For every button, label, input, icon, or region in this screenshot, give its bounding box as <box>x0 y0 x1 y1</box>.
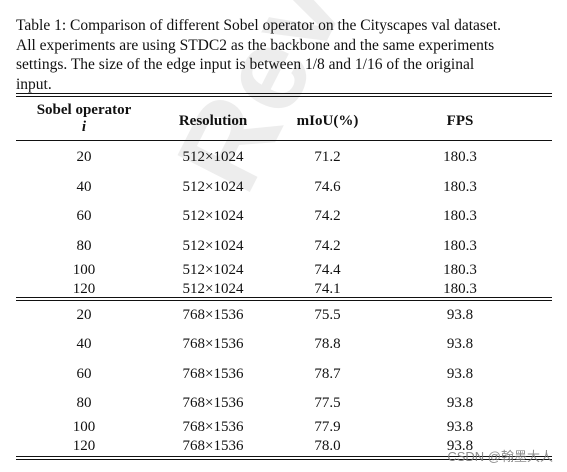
cell-fps: 180.3 <box>443 208 477 224</box>
cell-resolution: 512×1024 <box>182 238 244 254</box>
header-rule <box>16 140 552 141</box>
cell-sobel: 40 <box>76 336 92 352</box>
bottom-rule <box>16 456 552 458</box>
cell-fps: 93.8 <box>446 336 474 352</box>
cell-resolution: 512×1024 <box>182 179 244 195</box>
cell-sobel: 80 <box>76 238 92 254</box>
cell-sobel: 100 <box>72 262 96 278</box>
csdn-watermark: CSDN @翰墨大人 <box>447 449 553 464</box>
cell-resolution: 512×1024 <box>182 149 244 165</box>
top-rule <box>16 93 552 95</box>
cell-miou: 77.5 <box>314 395 341 411</box>
header-sobel-symbol: i <box>81 119 87 135</box>
cell-miou: 74.4 <box>314 262 341 278</box>
cell-miou: 75.5 <box>314 307 341 323</box>
bottom-rule-2 <box>16 459 552 461</box>
cell-resolution: 768×1536 <box>182 395 244 411</box>
cell-resolution: 768×1536 <box>182 438 244 454</box>
cell-fps: 180.3 <box>443 179 477 195</box>
header-fps: FPS <box>446 113 474 129</box>
caption-line: Table 1: Comparison of different Sobel o… <box>16 17 502 34</box>
caption-line: All experiments are using STDC2 as the b… <box>16 36 495 54</box>
cell-fps: 93.8 <box>446 366 474 382</box>
cell-miou: 74.6 <box>314 179 341 195</box>
table-caption: Table 1: Comparison of different Sobel o… <box>16 16 556 94</box>
cell-resolution: 768×1536 <box>182 307 244 323</box>
cell-fps: 93.8 <box>446 438 474 454</box>
cell-miou: 74.1 <box>314 281 341 297</box>
cell-sobel: 20 <box>76 149 92 165</box>
cell-sobel: 60 <box>76 366 92 382</box>
cell-sobel: 100 <box>72 419 96 435</box>
group-rule <box>16 297 552 299</box>
cell-sobel: 120 <box>72 438 96 454</box>
cell-fps: 180.3 <box>443 238 477 254</box>
cell-fps: 180.3 <box>443 262 477 278</box>
cell-miou: 78.0 <box>314 438 341 454</box>
cell-sobel: 40 <box>76 179 92 195</box>
cell-miou: 71.2 <box>314 149 341 165</box>
cell-resolution: 512×1024 <box>182 208 244 224</box>
header-sobel: Sobel operator i <box>16 102 152 136</box>
cell-miou: 77.9 <box>314 419 341 435</box>
cell-resolution: 512×1024 <box>182 281 244 297</box>
top-rule-2 <box>16 96 552 98</box>
caption-line: input. <box>16 75 52 93</box>
cell-fps: 93.8 <box>446 307 474 323</box>
cell-sobel: 60 <box>76 208 92 224</box>
cell-miou: 74.2 <box>314 238 341 254</box>
cell-resolution: 768×1536 <box>182 366 244 382</box>
cell-miou: 78.8 <box>314 336 341 352</box>
cell-resolution: 768×1536 <box>182 336 244 352</box>
header-sobel-label: Sobel operator <box>36 102 132 118</box>
cell-fps: 93.8 <box>446 419 474 435</box>
cell-sobel: 120 <box>72 281 96 297</box>
cell-miou: 78.7 <box>314 366 341 382</box>
header-miou: mIoU(%) <box>296 113 359 129</box>
cell-resolution: 768×1536 <box>182 419 244 435</box>
group-rule-2 <box>16 300 552 302</box>
cell-sobel: 20 <box>76 307 92 323</box>
cell-fps: 93.8 <box>446 395 474 411</box>
header-resolution: Resolution <box>178 113 248 129</box>
cell-fps: 180.3 <box>443 149 477 165</box>
caption-line: settings. The size of the edge input is … <box>16 56 475 73</box>
cell-miou: 74.2 <box>314 208 341 224</box>
cell-fps: 180.3 <box>443 281 477 297</box>
cell-resolution: 512×1024 <box>182 262 244 278</box>
cell-sobel: 80 <box>76 395 92 411</box>
